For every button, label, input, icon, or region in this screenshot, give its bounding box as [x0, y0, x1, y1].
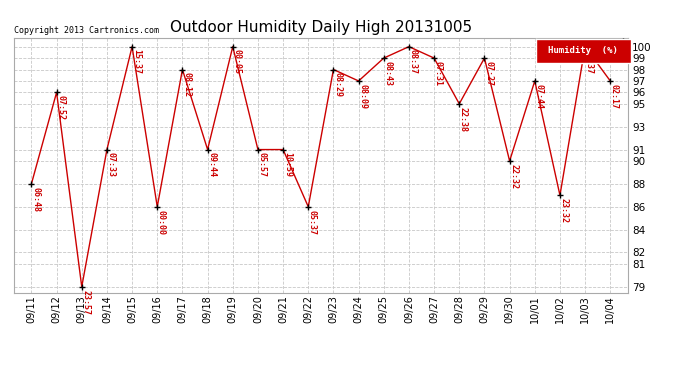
- Text: 22:32: 22:32: [509, 164, 518, 189]
- Text: 23:32: 23:32: [560, 198, 569, 223]
- Text: 07:31: 07:31: [434, 61, 443, 86]
- Text: 08:09: 08:09: [358, 84, 367, 109]
- Text: 08:43: 08:43: [384, 61, 393, 86]
- Text: 08:12: 08:12: [182, 72, 191, 97]
- Text: 07:52: 07:52: [57, 95, 66, 120]
- Text: Copyright 2013 Cartronics.com: Copyright 2013 Cartronics.com: [14, 26, 159, 35]
- Text: 15:37: 15:37: [132, 50, 141, 74]
- Text: 07:27: 07:27: [484, 61, 493, 86]
- Text: 05:37: 05:37: [308, 210, 317, 234]
- Text: 08:37: 08:37: [408, 50, 417, 74]
- Text: 22:38: 22:38: [459, 106, 468, 132]
- Text: 08:29: 08:29: [333, 72, 342, 97]
- Text: 23:57: 23:57: [81, 290, 90, 315]
- Text: 00:05: 00:05: [233, 50, 241, 74]
- Text: 10:59: 10:59: [283, 152, 292, 177]
- Text: 05:57: 05:57: [257, 152, 266, 177]
- Title: Outdoor Humidity Daily High 20131005: Outdoor Humidity Daily High 20131005: [170, 20, 472, 35]
- Text: 07:37: 07:37: [585, 50, 594, 74]
- Text: 00:00: 00:00: [157, 210, 166, 234]
- Text: 06:48: 06:48: [31, 187, 40, 211]
- Text: 09:44: 09:44: [207, 152, 216, 177]
- Text: 02:17: 02:17: [610, 84, 619, 109]
- Text: 07:33: 07:33: [106, 152, 116, 177]
- Text: 07:44: 07:44: [535, 84, 544, 109]
